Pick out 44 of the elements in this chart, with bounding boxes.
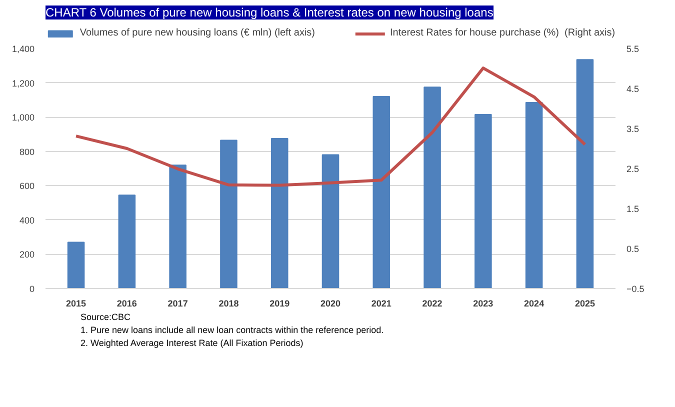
- x-tick-label: 2025: [574, 298, 595, 308]
- chart-title: CHART 6 Volumes of pure new housing loans & Interest rates on new housing loans: [46, 6, 494, 20]
- y-tick-label: 800: [19, 146, 35, 157]
- y-tick-label: 600: [19, 181, 35, 192]
- line-series: [74, 66, 586, 187]
- bar: [424, 86, 441, 288]
- bar: [67, 242, 85, 288]
- y2-tick-label: 3.5: [626, 124, 640, 134]
- x-tick-label: 2023: [473, 298, 494, 308]
- x-tick-label: 2016: [116, 298, 137, 308]
- y-tick-label: 200: [19, 250, 35, 260]
- source-note: Source:CBC: [80, 312, 132, 322]
- x-tick-label: 2021: [371, 298, 392, 308]
- bar: [372, 96, 390, 288]
- y-tick-label: 1,400: [12, 44, 35, 54]
- y2-tick-label: 5.5: [626, 44, 640, 54]
- bar: [169, 164, 186, 288]
- bar: [525, 102, 543, 288]
- text: 2. Weighted Average Interest Rate (All Fixation Periods): [80, 338, 304, 348]
- bar: [118, 194, 136, 288]
- y-tick-label: 1,200: [12, 78, 35, 88]
- y2-tick-label: 1.5: [626, 204, 640, 214]
- legend-label: Volumes of pure new housing loans (€ mln) (left axis): [80, 28, 316, 38]
- x-tick-label: 2024: [524, 298, 544, 308]
- x-tick-label: 2018: [218, 298, 239, 308]
- x-tick-label: 2019: [270, 298, 290, 308]
- x-tick-label: 2020: [320, 298, 341, 308]
- y-tick-label: 400: [19, 215, 35, 226]
- legend-label: Interest Rates for house purchase (%) (Right axis): [390, 28, 616, 38]
- x-tick-label: 2022: [422, 298, 442, 308]
- y2-tick-label: −0.5: [626, 284, 644, 294]
- y2-tick-label: 4.5: [626, 84, 640, 94]
- y-tick-label: 0: [29, 284, 35, 294]
- bar: [474, 114, 492, 288]
- y2-tick-label: 2.5: [626, 164, 640, 174]
- y2-tick-label: 0.5: [626, 244, 640, 254]
- bar: [576, 59, 594, 288]
- x-tick-label: 2017: [168, 298, 188, 308]
- bar: [322, 154, 340, 288]
- bar: [220, 140, 238, 288]
- x-tick-label: 2015: [66, 298, 86, 308]
- text: 1. Pure new loans include all new loan contracts within the reference period.: [80, 325, 384, 335]
- bar: [270, 138, 288, 288]
- y-tick-label: 1,000: [12, 112, 35, 123]
